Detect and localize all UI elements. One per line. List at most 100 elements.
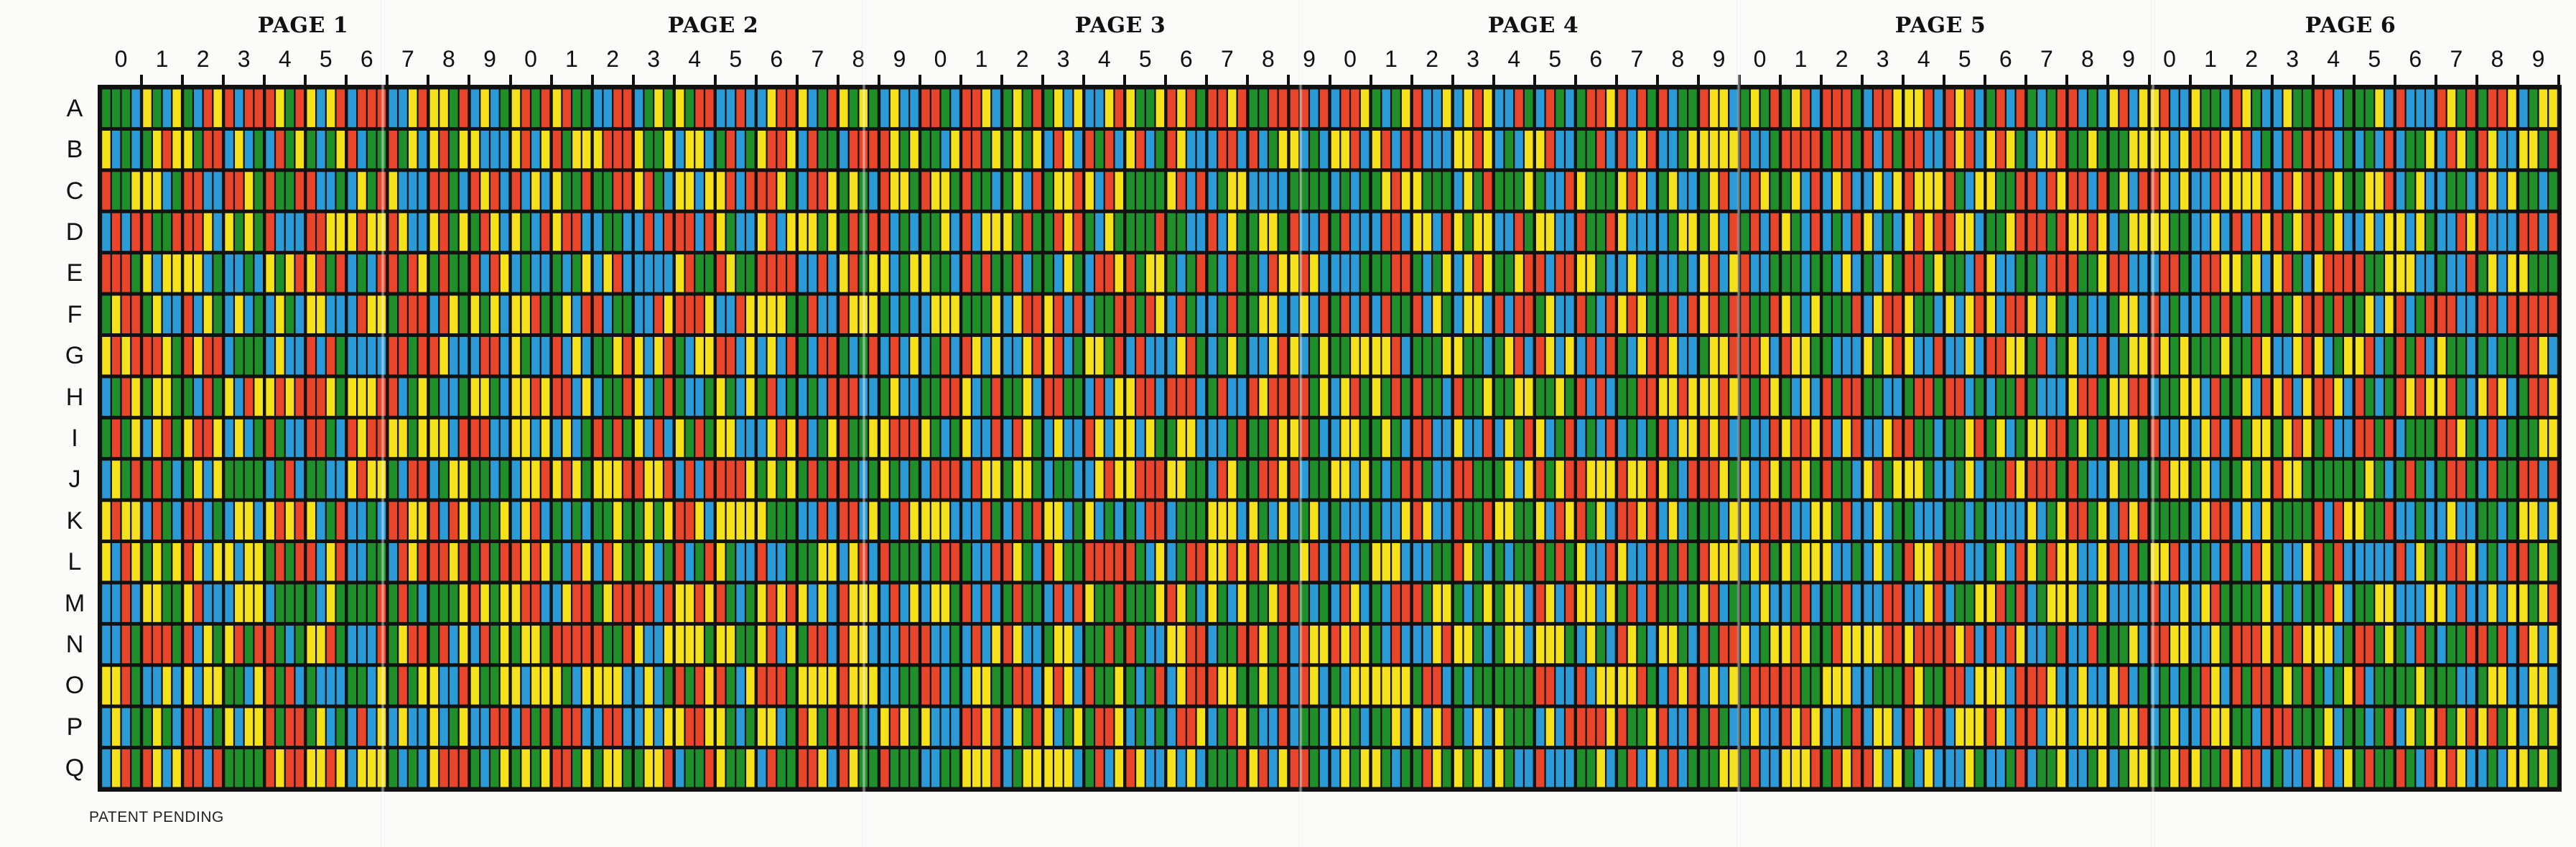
color-stripe <box>1596 460 1605 499</box>
color-stripe <box>1464 254 1473 292</box>
color-stripe <box>2109 584 2119 622</box>
color-stripe <box>777 378 786 416</box>
color-stripe <box>992 378 1000 416</box>
color-stripe <box>2037 584 2046 622</box>
color-stripe <box>1156 749 1165 787</box>
color-stripe <box>1227 584 1237 622</box>
color-stripe <box>1003 749 1012 787</box>
color-stripe <box>1700 667 1708 705</box>
color-stripe <box>1566 584 1574 622</box>
color-stripe <box>1719 89 1729 127</box>
color-stripe <box>972 501 981 540</box>
color-stripe <box>459 130 468 169</box>
color-stripe <box>418 295 427 333</box>
color-stripe <box>162 254 172 292</box>
color-stripe <box>348 172 357 210</box>
color-stripe <box>1115 749 1124 787</box>
color-stripe <box>634 130 643 169</box>
color-stripe <box>890 543 899 581</box>
color-stripe <box>285 584 294 622</box>
color-stripe <box>121 213 131 251</box>
color-stripe <box>1413 172 1422 210</box>
color-stripe <box>1401 378 1410 416</box>
color-stripe <box>235 172 243 210</box>
column-label: 4 <box>688 46 702 72</box>
color-stripe <box>2252 667 2261 705</box>
color-stripe <box>1074 460 1082 499</box>
color-stripe <box>695 89 704 127</box>
color-stripe <box>1965 378 1974 416</box>
color-stripe <box>162 295 172 333</box>
color-stripe <box>972 460 981 499</box>
color-stripe <box>1801 130 1810 169</box>
color-stripe <box>2160 584 2169 622</box>
color-stripe <box>1074 584 1082 622</box>
color-stripe <box>1013 667 1022 705</box>
color-stripe <box>1115 460 1124 499</box>
color-stripe <box>203 172 213 210</box>
color-stripe <box>2406 460 2415 499</box>
color-stripe <box>675 213 684 251</box>
color-stripe <box>1145 254 1155 292</box>
column-label: 5 <box>1548 46 1562 72</box>
color-stripe <box>758 419 766 458</box>
color-stripe <box>1606 295 1615 333</box>
color-stripe <box>1945 254 1954 292</box>
color-stripe <box>2447 378 2456 416</box>
color-stripe <box>1401 543 1410 581</box>
color-stripe <box>1372 625 1381 664</box>
color-stripe <box>1915 543 1923 581</box>
color-stripe <box>2170 419 2179 458</box>
color-stripe <box>2191 378 2200 416</box>
color-stripe <box>531 254 540 292</box>
color-stripe <box>2068 708 2078 746</box>
color-stripe <box>307 254 315 292</box>
color-stripe <box>2016 501 2025 540</box>
color-stripe <box>2467 254 2475 292</box>
color-stripe <box>377 130 386 169</box>
color-stripe <box>1688 543 1697 581</box>
color-stripe <box>2037 419 2046 458</box>
column-label: 1 <box>975 46 988 72</box>
color-stripe <box>1392 543 1400 581</box>
color-stripe <box>2006 378 2015 416</box>
color-stripe <box>1177 172 1186 210</box>
color-stripe <box>367 89 376 127</box>
color-stripe <box>1033 460 1041 499</box>
color-stripe <box>2180 460 2189 499</box>
color-stripe <box>880 667 889 705</box>
color-stripe <box>2088 419 2097 458</box>
color-stripe <box>1044 378 1053 416</box>
color-stripe <box>799 419 807 458</box>
color-stripe <box>921 419 930 458</box>
color-stripe <box>2508 172 2516 210</box>
color-stripe <box>1741 584 1749 622</box>
color-stripe <box>1934 336 1943 375</box>
color-stripe <box>152 172 162 210</box>
color-stripe <box>2150 667 2159 705</box>
color-stripe <box>572 172 581 210</box>
color-stripe <box>2109 172 2119 210</box>
color-stripe <box>767 295 776 333</box>
color-stripe <box>1791 378 1800 416</box>
color-stripe <box>941 708 950 746</box>
color-stripe <box>367 460 376 499</box>
color-stripe <box>1013 501 1022 540</box>
color-stripe <box>623 172 632 210</box>
color-stripe <box>2119 89 2128 127</box>
color-stripe <box>2529 89 2538 127</box>
color-stripe <box>2375 749 2384 787</box>
color-stripe <box>2416 667 2424 705</box>
color-stripe <box>152 130 162 169</box>
color-stripe <box>1300 543 1308 581</box>
color-stripe <box>1556 213 1564 251</box>
color-stripe <box>1729 254 1738 292</box>
color-stripe <box>2252 625 2261 664</box>
color-stripe <box>828 543 837 581</box>
color-stripe <box>1729 667 1738 705</box>
color-stripe <box>1186 708 1196 746</box>
color-stripe <box>1965 419 1974 458</box>
color-stripe <box>1269 543 1278 581</box>
color-stripe <box>2508 501 2516 540</box>
color-stripe <box>808 378 817 416</box>
